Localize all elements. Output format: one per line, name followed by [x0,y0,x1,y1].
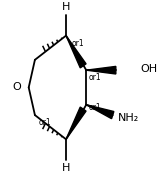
Text: O: O [12,82,21,92]
Text: or1: or1 [39,118,51,127]
Text: H: H [62,2,70,12]
Text: or1: or1 [89,103,101,112]
Text: or1: or1 [71,39,84,48]
Polygon shape [86,105,114,119]
Text: H: H [62,163,70,173]
Text: OH: OH [140,64,157,74]
Polygon shape [66,107,86,139]
Polygon shape [86,66,116,74]
Text: NH₂: NH₂ [118,113,139,123]
Polygon shape [66,36,86,68]
Text: or1: or1 [89,74,101,82]
